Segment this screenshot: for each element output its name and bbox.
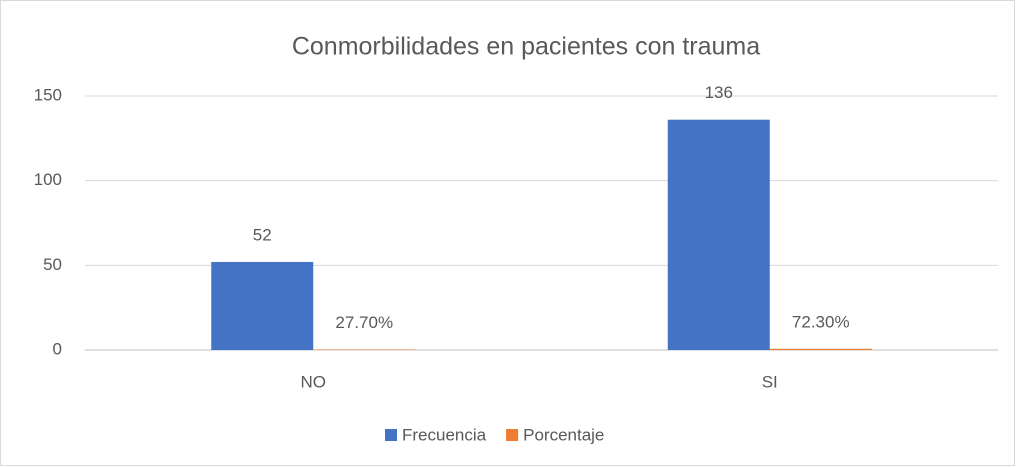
bar — [769, 348, 872, 350]
y-tick-label: 50 — [43, 255, 62, 274]
y-tick-label: 0 — [53, 339, 62, 358]
data-label: 52 — [253, 225, 272, 244]
data-label: 136 — [705, 83, 733, 102]
data-label: 27.70% — [335, 313, 393, 332]
bar — [211, 261, 314, 350]
y-tick-label: 150 — [34, 85, 62, 104]
data-label: 72.30% — [792, 312, 850, 331]
chart-title: Conmorbilidades en pacientes con trauma — [292, 33, 760, 61]
legend-swatch — [385, 429, 397, 441]
legend-label: Frecuencia — [402, 425, 487, 444]
legend-label: Porcentaje — [523, 425, 604, 444]
x-tick-label: SI — [762, 372, 778, 391]
y-tick-label: 100 — [34, 170, 62, 189]
legend-swatch — [506, 429, 519, 441]
x-tick-label: NO — [301, 372, 327, 391]
bar — [667, 119, 770, 350]
